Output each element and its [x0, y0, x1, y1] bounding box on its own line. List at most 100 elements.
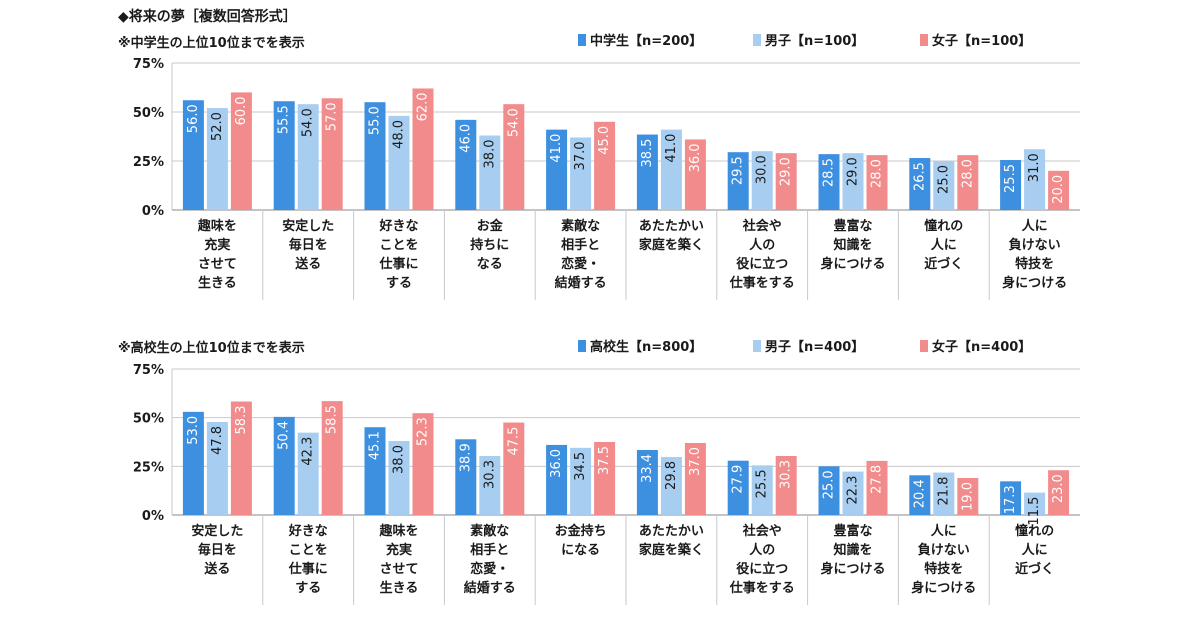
category-label: 人に負けない特技を身につける	[911, 523, 976, 596]
bar	[866, 155, 888, 210]
category-label: 素敵な相手と恋愛・結婚する	[464, 523, 516, 596]
data-label: 31.0	[1027, 153, 1042, 182]
data-label: 56.0	[186, 104, 201, 133]
data-label: 17.3	[1003, 485, 1018, 514]
bar	[684, 139, 706, 210]
category-label: 素敵な相手と恋愛・結婚する	[555, 218, 607, 291]
bar	[503, 104, 525, 210]
category-label: あたたかい家庭を築く	[639, 219, 704, 253]
category-label: 趣味を充実させて生きる	[197, 218, 237, 291]
data-label: 58.5	[325, 405, 340, 434]
data-label: 60.0	[234, 96, 249, 125]
y-tick-label: 75%	[133, 363, 164, 378]
legend-swatch	[753, 34, 761, 46]
category-label: あたたかい家庭を築く	[639, 524, 704, 558]
y-tick-label: 25%	[133, 460, 164, 475]
chart-subtitle: ※中学生の上位10位までを表示	[118, 35, 305, 51]
data-label: 19.0	[960, 482, 975, 511]
category-label: 好きなことを仕事にする	[288, 523, 328, 596]
bar	[455, 439, 477, 515]
bar	[388, 441, 410, 515]
data-label: 22.3	[846, 476, 861, 505]
bar	[1024, 149, 1046, 210]
data-label: 25.5	[1003, 164, 1018, 193]
category-label: 安定した毎日を送る	[282, 218, 334, 272]
data-label: 46.0	[458, 124, 473, 153]
bar	[594, 121, 616, 210]
bar	[775, 456, 797, 515]
category-label: 趣味を充実させて生きる	[378, 523, 418, 596]
y-tick-label: 25%	[133, 155, 164, 170]
bar	[1048, 470, 1070, 515]
data-label: 58.3	[234, 406, 249, 435]
data-label: 37.5	[597, 446, 612, 475]
data-label: 28.5	[822, 158, 837, 187]
legend-label: 男子【n=100】	[765, 33, 864, 49]
data-label: 29.0	[846, 157, 861, 186]
bar	[206, 108, 228, 210]
data-label: 21.8	[936, 477, 951, 506]
bar	[818, 466, 840, 515]
data-label: 28.0	[870, 159, 885, 188]
bar	[273, 416, 295, 515]
bar	[479, 135, 501, 210]
category-label: 社会や人の役に立つ仕事をする	[729, 523, 795, 596]
bar	[570, 137, 592, 210]
category-label: 豊富な知識を身につける	[820, 523, 885, 577]
bar	[546, 444, 568, 515]
data-label: 45.1	[368, 431, 383, 460]
data-label: 38.9	[458, 443, 473, 472]
bar	[866, 460, 888, 515]
category-label: 安定した毎日を送る	[191, 523, 243, 577]
bar	[727, 152, 749, 210]
bar	[957, 478, 979, 515]
bar	[933, 472, 955, 515]
data-label: 52.3	[416, 417, 431, 446]
category-label: 社会や人の役に立つ仕事をする	[729, 218, 795, 291]
data-label: 27.8	[870, 465, 885, 494]
data-label: 62.0	[416, 92, 431, 121]
bar	[182, 411, 204, 515]
bar	[412, 413, 434, 515]
bar	[660, 456, 682, 515]
bar	[297, 432, 319, 515]
data-label: 57.0	[325, 102, 340, 131]
data-label: 28.0	[960, 159, 975, 188]
category-label: 憧れの人に近づく	[924, 218, 963, 272]
data-label: 53.0	[186, 416, 201, 445]
bar	[594, 442, 616, 515]
bar	[957, 155, 979, 210]
legend-label: 中学生【n=200】	[590, 33, 702, 49]
bar	[546, 129, 568, 210]
data-label: 26.5	[912, 162, 927, 191]
bar	[388, 115, 410, 210]
bar	[273, 101, 295, 210]
data-label: 38.0	[392, 445, 407, 474]
bar	[503, 422, 525, 515]
bar	[636, 449, 658, 515]
data-label: 55.5	[277, 105, 292, 134]
y-tick-label: 50%	[133, 106, 164, 121]
bar	[842, 471, 864, 515]
bar	[1000, 160, 1022, 210]
data-label: 50.4	[277, 421, 292, 450]
bar	[818, 154, 840, 210]
data-label: 25.0	[822, 470, 837, 499]
data-label: 38.0	[482, 140, 497, 169]
y-tick-label: 0%	[142, 204, 164, 219]
data-label: 47.5	[506, 427, 521, 456]
legend-swatch	[920, 340, 928, 352]
legend-swatch	[753, 340, 761, 352]
data-label: 47.8	[210, 426, 225, 455]
page-title: ◆将来の夢［複数回答形式］	[118, 9, 297, 25]
bar	[321, 98, 343, 210]
data-label: 42.3	[301, 437, 316, 466]
legend-label: 高校生【n=800】	[590, 339, 702, 355]
data-label: 11.5	[1027, 497, 1042, 526]
data-label: 48.0	[392, 120, 407, 149]
data-label: 38.5	[640, 139, 655, 168]
category-label: 憧れの人に近づく	[1015, 523, 1054, 577]
data-label: 52.0	[210, 112, 225, 141]
data-label: 30.3	[482, 460, 497, 489]
